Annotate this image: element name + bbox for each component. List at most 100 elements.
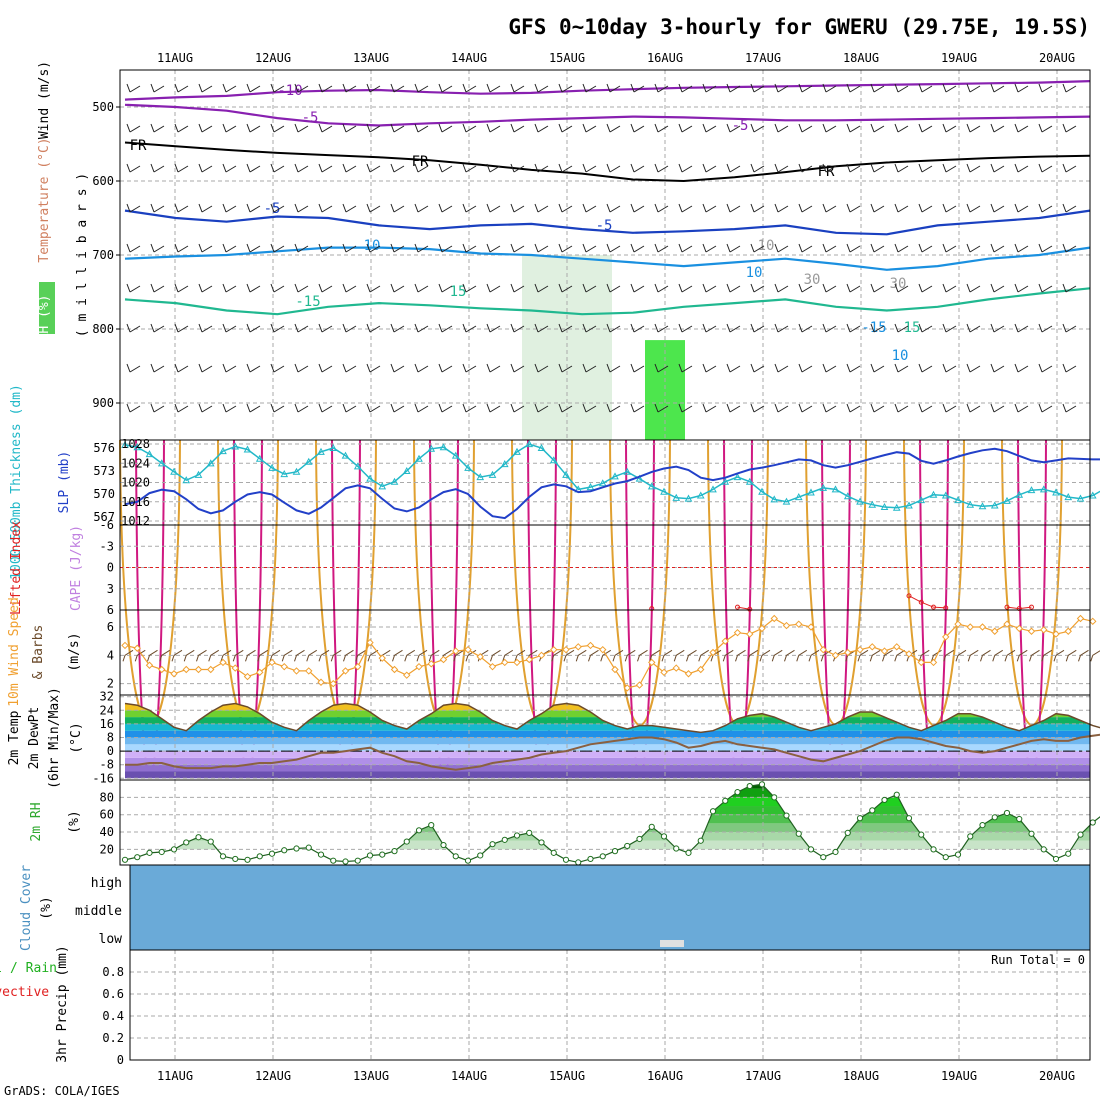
contour-label: -5 bbox=[264, 201, 281, 217]
rh-marker bbox=[893, 791, 900, 798]
thickness-marker bbox=[709, 485, 717, 493]
wind-barb bbox=[366, 123, 381, 133]
wind-speed-marker bbox=[452, 647, 460, 655]
rh-marker bbox=[832, 848, 839, 856]
wind-barb bbox=[196, 649, 207, 662]
y-tick-label: 600 bbox=[92, 174, 114, 188]
y-tick-label: 4 bbox=[107, 648, 114, 662]
thickness-marker bbox=[978, 502, 987, 510]
wind-barb bbox=[1014, 83, 1029, 93]
y-axis-label: Convective bbox=[0, 985, 49, 1000]
lifted-index-marker bbox=[906, 593, 912, 599]
wind-barb bbox=[894, 363, 909, 373]
rh-marker bbox=[1065, 850, 1072, 857]
wind-barb bbox=[502, 649, 514, 662]
wind-barb bbox=[750, 203, 765, 213]
wind-speed-marker bbox=[207, 665, 215, 674]
wind-barb bbox=[198, 163, 213, 173]
wind-barb bbox=[846, 163, 861, 173]
date-label-bottom: 18AUG bbox=[843, 1069, 879, 1083]
y-axis-label: 3hr Precip (mm) bbox=[55, 945, 70, 1062]
wind-barb bbox=[330, 649, 342, 662]
wind-barb bbox=[465, 649, 477, 662]
date-label-bottom: 11AUG bbox=[157, 1069, 193, 1083]
wind-barb bbox=[774, 83, 789, 93]
temperature-band bbox=[125, 723, 1090, 731]
wind-barb bbox=[534, 363, 549, 373]
thickness-marker bbox=[366, 474, 374, 482]
rh-marker bbox=[440, 841, 447, 849]
wind-barb bbox=[486, 363, 501, 373]
wind-barb bbox=[918, 283, 933, 293]
wind-barb bbox=[726, 83, 741, 93]
wind-barb bbox=[1038, 283, 1053, 293]
wind-speed-marker bbox=[194, 665, 203, 674]
wind-barb bbox=[558, 243, 573, 253]
wind-barb bbox=[150, 163, 165, 173]
dewpoint-line bbox=[125, 733, 1100, 771]
wind-barb bbox=[992, 649, 1004, 662]
thickness-marker bbox=[390, 477, 399, 485]
wind-speed-marker bbox=[1040, 626, 1048, 634]
wind-barb bbox=[198, 403, 213, 413]
isotherm-line bbox=[124, 103, 1091, 127]
wind-barb bbox=[966, 363, 981, 373]
date-label-bottom: 15AUG bbox=[549, 1069, 585, 1083]
wind-barb bbox=[342, 243, 357, 253]
thickness-marker bbox=[905, 501, 913, 509]
wind-barb bbox=[1062, 243, 1077, 253]
wind-barb bbox=[510, 203, 525, 213]
thickness-marker bbox=[562, 470, 570, 478]
y-tick-label: 0.6 bbox=[102, 987, 124, 1001]
wind-barb bbox=[654, 203, 669, 213]
wind-speed-marker bbox=[427, 660, 435, 668]
wind-barb bbox=[390, 163, 405, 173]
y-axis-label: CAPE (J/kg) bbox=[69, 525, 84, 611]
wind-barb bbox=[1062, 363, 1077, 373]
lifted-index-marker bbox=[918, 599, 924, 605]
wind-barb bbox=[918, 163, 933, 173]
wind-speed-marker bbox=[219, 658, 227, 667]
wind-barb bbox=[318, 403, 333, 413]
y-axis-label: (%) bbox=[39, 896, 54, 919]
wind-barb bbox=[796, 649, 808, 662]
wind-barb bbox=[438, 203, 453, 213]
y-tick-label: 80 bbox=[100, 790, 114, 804]
wind-barb bbox=[942, 323, 957, 333]
rh-marker bbox=[1077, 831, 1084, 838]
y-tick-label: 16 bbox=[100, 717, 114, 731]
thickness-marker bbox=[1003, 496, 1011, 504]
thickness-marker bbox=[954, 496, 962, 504]
rh-marker bbox=[795, 830, 802, 837]
wind-speed-marker bbox=[782, 621, 791, 630]
wind-barb bbox=[270, 403, 285, 413]
instability-panel: -6 -3 0 3 6 Lifted Index CAPE (J/kg) bbox=[9, 518, 1091, 617]
rh-marker bbox=[293, 845, 300, 852]
wind-speed-marker bbox=[280, 662, 288, 671]
thickness-marker bbox=[121, 440, 129, 448]
y-tick-label: 500 bbox=[92, 100, 114, 114]
wind-barb bbox=[150, 83, 165, 93]
thickness-marker bbox=[990, 501, 999, 509]
wind-barb bbox=[822, 163, 837, 173]
wind-barb bbox=[600, 649, 612, 662]
thickness-marker bbox=[341, 451, 350, 459]
wind-speed-marker bbox=[390, 665, 399, 674]
y-axis-label: 1000-500mb Thickness (dm) bbox=[9, 384, 24, 580]
rh-marker bbox=[513, 832, 521, 839]
wind-barb bbox=[990, 363, 1005, 373]
wind-barb bbox=[918, 123, 933, 133]
thickness-marker bbox=[304, 457, 313, 465]
wind-speed-marker bbox=[501, 658, 509, 667]
rh-marker bbox=[1028, 830, 1035, 837]
wind-barb bbox=[661, 649, 673, 662]
wind-barb bbox=[1062, 163, 1077, 173]
y-tick-label: -6 bbox=[100, 518, 114, 532]
contour-label: FR bbox=[412, 154, 429, 170]
wind-barb bbox=[126, 283, 141, 293]
wind-speed-marker bbox=[476, 653, 484, 661]
isotherm-line bbox=[124, 80, 1091, 101]
wind-barb bbox=[894, 163, 909, 173]
